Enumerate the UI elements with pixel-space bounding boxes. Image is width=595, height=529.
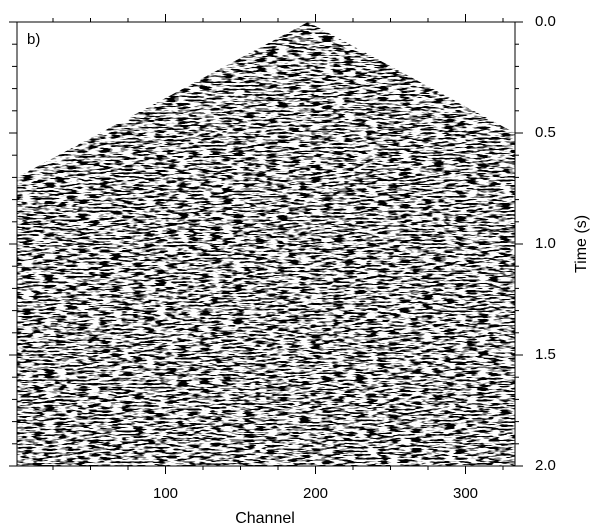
y-tick-label: 2.0: [535, 457, 556, 474]
panel-label: b): [27, 31, 40, 48]
x-tick-label: 100: [153, 485, 178, 502]
y-tick-label: 0.5: [535, 124, 556, 141]
y-tick-label: 0.0: [535, 13, 556, 30]
y-axis-label: Time (s): [573, 215, 590, 273]
x-tick-label: 300: [453, 485, 478, 502]
y-tick-label: 1.0: [535, 235, 556, 252]
x-axis-label: Channel: [235, 510, 295, 527]
y-tick-label: 1.5: [535, 346, 556, 363]
x-tick-label: 200: [303, 485, 328, 502]
